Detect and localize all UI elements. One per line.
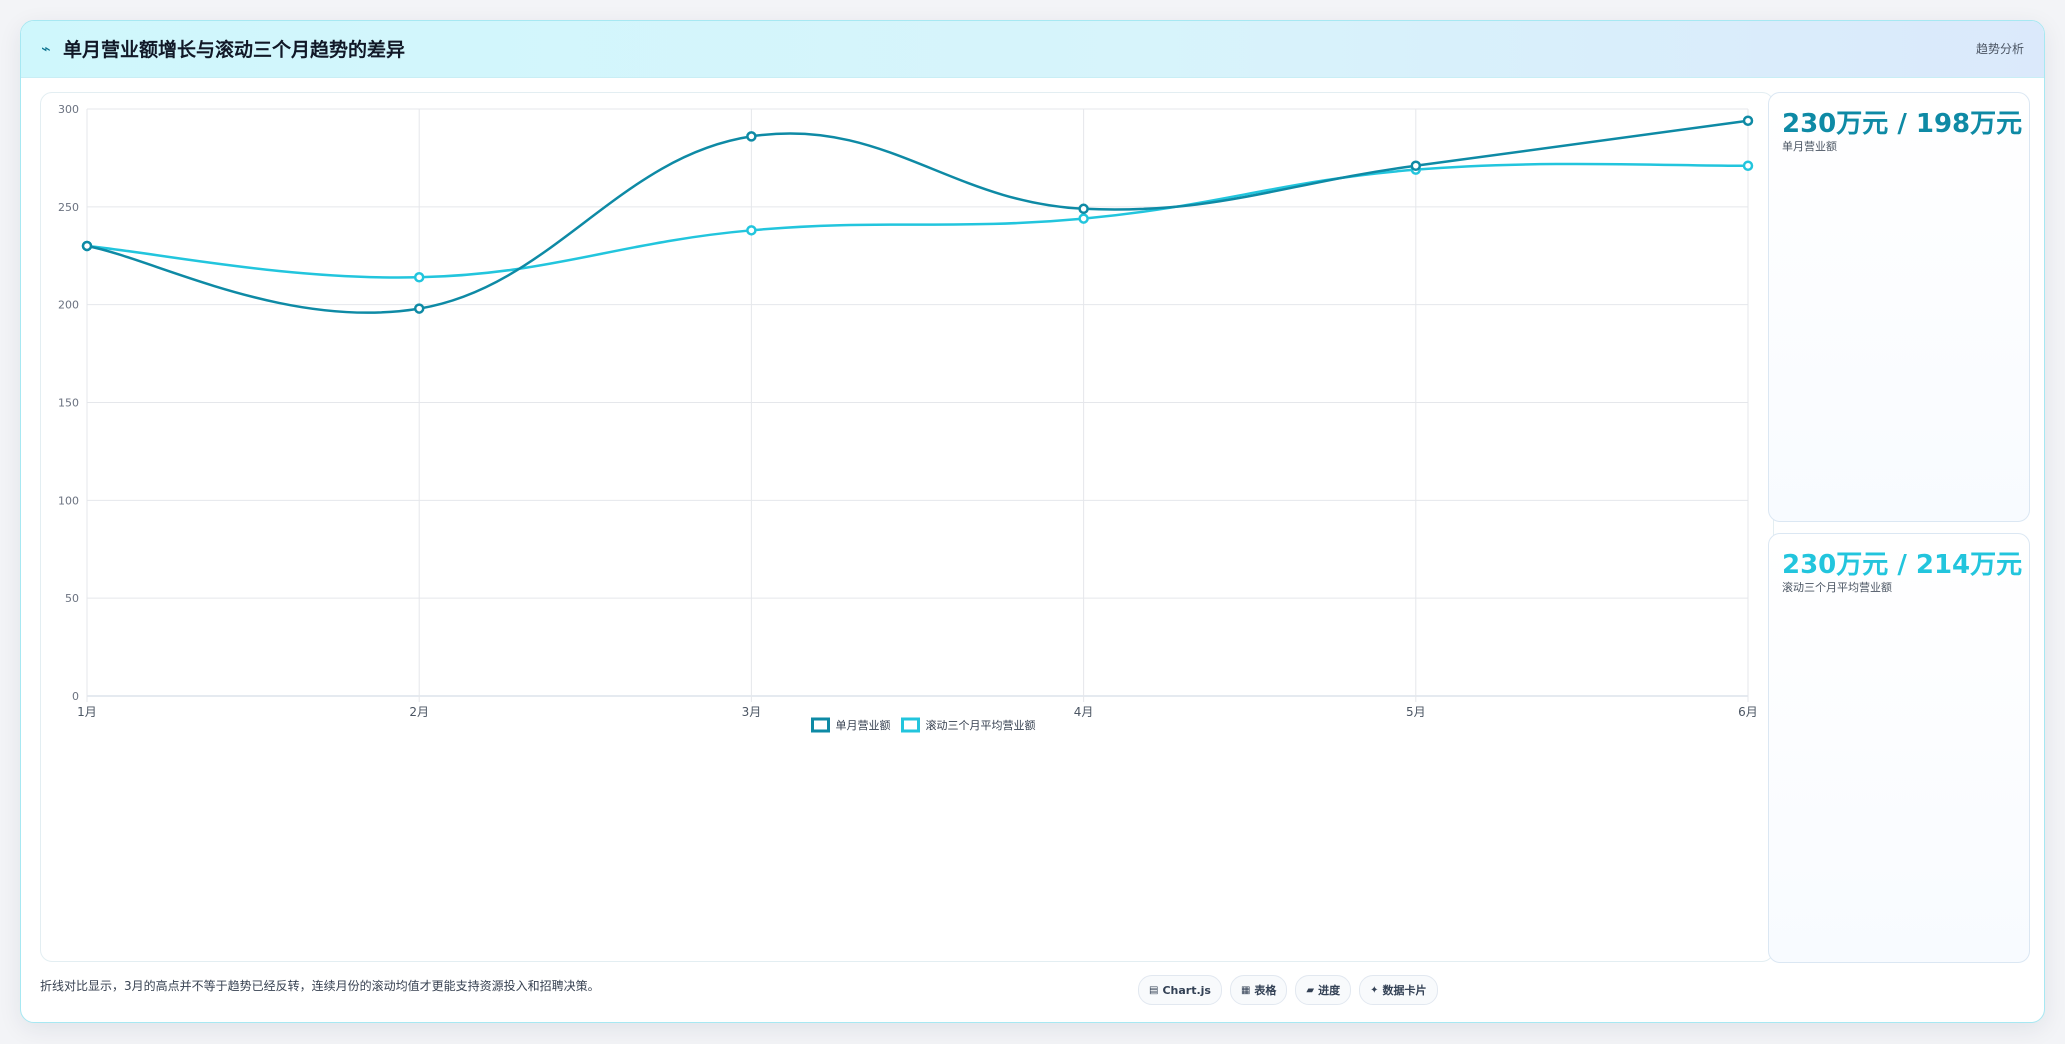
dashboard-card: ⌁ 单月营业额增长与滚动三个月趋势的差异 趋势分析 0 50 100 150 200 25… <box>20 20 2045 1023</box>
chip-label: Chart.js <box>1162 983 1211 997</box>
legend-swatch <box>811 717 830 733</box>
chip-data-card[interactable]: ✦ 数据卡片 <box>1359 975 1438 1005</box>
y-tick-label: 200 <box>58 299 79 312</box>
chart-icon: ▤ <box>1149 984 1159 996</box>
series-line <box>86 119 1749 314</box>
legend-swatch <box>901 717 920 733</box>
y-tick-label: 100 <box>58 494 79 507</box>
y-tick-label: 300 <box>58 103 79 116</box>
chip-progress[interactable]: ▰ 进度 <box>1295 975 1352 1005</box>
series-line <box>86 162 1749 279</box>
y-tick-label: 250 <box>58 201 79 214</box>
data-point <box>1078 203 1089 215</box>
legend-label: 单月营业额 <box>836 718 891 732</box>
y-tick-label: 50 <box>65 592 79 605</box>
data-point <box>746 131 757 142</box>
data-point <box>746 225 757 236</box>
x-tick-label: 4月 <box>1074 705 1094 719</box>
category-tag: 趋势分析 <box>1975 42 2024 56</box>
kpi-value: 230万元 / 214万元 <box>1782 550 2023 580</box>
insight-note: 折线对比显示，3月的高点并不等于趋势已经反转，连续月份的滚动均值才更能支持资源投… <box>40 979 600 993</box>
feature-chips: ▤ Chart.js ▦ 表格 ▰ 进度 ✦ 数据卡片 <box>1138 975 1438 1005</box>
y-tick-label: 0 <box>72 690 79 703</box>
kpi-card-monthly-revenue: 230万元 / 198万元 单月营业额 <box>1768 92 2030 522</box>
kpi-card-rolling-average: 230万元 / 214万元 滚动三个月平均营业额 <box>1768 533 2030 963</box>
data-point <box>1410 160 1422 171</box>
chip-label: 进度 <box>1318 984 1341 997</box>
data-point <box>413 272 425 283</box>
data-point <box>413 303 425 314</box>
chart-panel: 0 50 100 150 200 250 300 1月 2月 3月 4月 5月 6月单月营业额 滚动三个月… <box>40 92 1774 962</box>
table-icon: ▦ <box>1240 984 1251 996</box>
trend-line-icon: ⌁ <box>41 39 51 58</box>
x-tick-label: 2月 <box>409 705 429 719</box>
card-header: ⌁ 单月营业额增长与滚动三个月趋势的差异 趋势分析 <box>21 21 2044 78</box>
data-card-icon: ✦ <box>1370 984 1379 996</box>
data-point <box>1742 160 1754 171</box>
chip-label: 数据卡片 <box>1382 984 1427 997</box>
x-tick-label: 6月 <box>1738 705 1758 719</box>
x-tick-label: 5月 <box>1406 705 1426 719</box>
chip-label: 表格 <box>1254 984 1277 997</box>
page-title: 单月营业额增长与滚动三个月趋势的差异 <box>63 39 406 61</box>
data-point <box>1742 115 1754 126</box>
data-point <box>1078 213 1089 224</box>
kpi-label: 单月营业额 <box>1782 140 1837 153</box>
chip-table[interactable]: ▦ 表格 <box>1229 975 1288 1005</box>
data-point <box>81 240 93 252</box>
kpi-value: 230万元 / 198万元 <box>1782 109 2023 139</box>
x-tick-label: 1月 <box>77 705 97 719</box>
legend-label: 滚动三个月平均营业额 <box>926 718 1036 732</box>
x-tick-label: 3月 <box>742 705 762 719</box>
kpi-label: 滚动三个月平均营业额 <box>1782 581 1892 594</box>
y-tick-label: 150 <box>58 397 79 410</box>
chip-chartjs[interactable]: ▤ Chart.js <box>1138 975 1222 1005</box>
progress-icon: ▰ <box>1306 984 1315 996</box>
